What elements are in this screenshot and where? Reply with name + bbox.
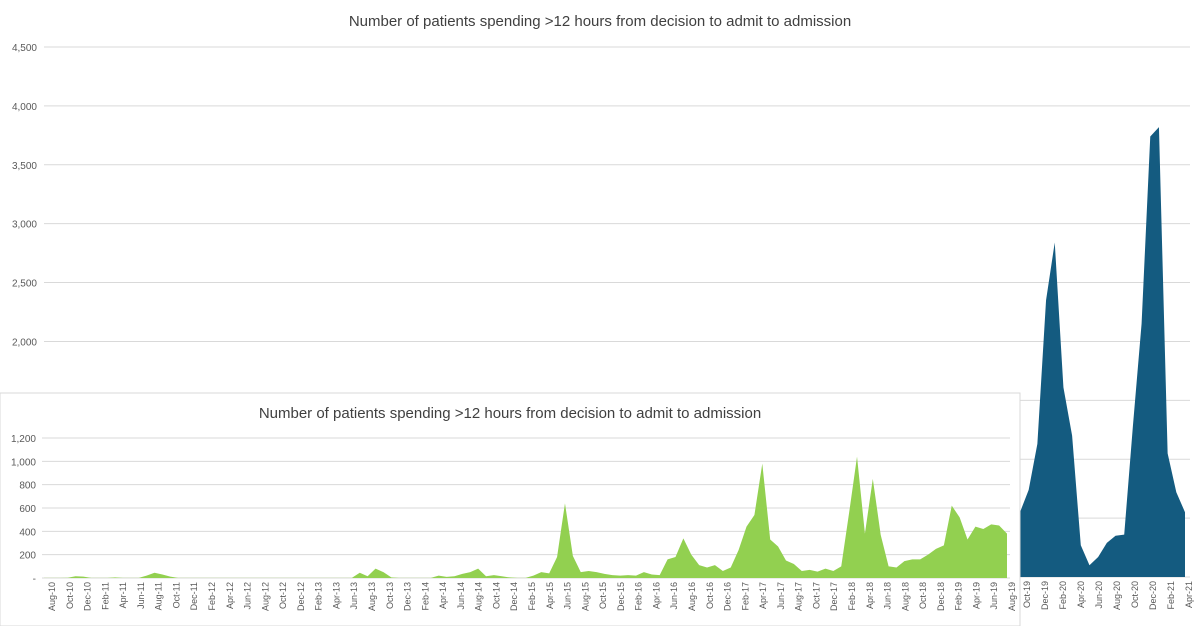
inset-chart-y-axis: - 200 400 600 800 1,000 1,200	[11, 434, 36, 585]
inset-x-tick-label: Oct-18	[918, 582, 928, 609]
inset-x-tick-label: Aug-10	[47, 582, 57, 611]
inset-x-tick-label: Feb-13	[314, 582, 324, 611]
inset-x-tick-label: Dec-18	[936, 582, 946, 611]
inset-area	[44, 456, 1007, 578]
inset-chart-x-axis: Aug-10 Oct-10 Dec-10 Feb-11 Apr-11 Jun-11 Aug-…	[47, 582, 1017, 611]
inset-x-tick-label: Aug-12	[260, 582, 270, 611]
inset-x-tick-label: Oct-16	[705, 582, 715, 609]
big-x-tick-label: Feb-20	[1058, 581, 1068, 610]
inset-x-tick-label: Aug-16	[687, 582, 697, 611]
inset-x-tick-label: Apr-15	[545, 582, 555, 609]
inset-x-tick-label: Oct-13	[385, 582, 395, 609]
inset-x-tick-label: Aug-15	[580, 582, 590, 611]
inset-x-tick-label: Jun-11	[136, 582, 146, 609]
inset-x-tick-label: Aug-13	[367, 582, 377, 611]
inset-x-tick-label: Oct-12	[278, 582, 288, 609]
inset-x-tick-label: Aug-19	[1007, 582, 1017, 611]
inset-x-tick-label: Apr-16	[651, 582, 661, 609]
inset-y-tick-label: 600	[19, 504, 36, 515]
big-chart-x-axis: Oct-19 Dec-19 Feb-20 Apr-20 Jun-20 Aug-20 Oct-…	[1022, 581, 1194, 610]
inset-x-tick-label: Jun-19	[989, 582, 999, 610]
big-y-tick-label: 2,000	[12, 337, 37, 348]
inset-x-tick-label: Feb-14	[420, 582, 430, 611]
inset-chart-title: Number of patients spending >12 hours fr…	[259, 405, 761, 422]
inset-x-tick-label: Feb-12	[207, 582, 217, 611]
inset-x-tick-label: Dec-15	[616, 582, 626, 611]
inset-x-tick-label: Dec-17	[829, 582, 839, 611]
inset-x-tick-label: Dec-13	[403, 582, 413, 611]
inset-x-tick-label: Jun-14	[456, 582, 466, 610]
inset-chart: Number of patients spending >12 hours fr…	[0, 392, 1021, 627]
big-y-tick-label: 3,000	[12, 220, 37, 231]
inset-x-tick-label: Apr-12	[225, 582, 235, 609]
inset-x-tick-label: Jun-15	[563, 582, 573, 610]
inset-x-tick-label: Dec-12	[296, 582, 306, 611]
big-chart-title: Number of patients spending >12 hours fr…	[349, 13, 851, 30]
inset-x-tick-label: Feb-15	[527, 582, 537, 611]
inset-x-tick-label: Jun-16	[669, 582, 679, 610]
inset-x-tick-label: Apr-18	[865, 582, 875, 609]
inset-x-tick-label: Aug-17	[794, 582, 804, 611]
inset-x-tick-label: Aug-11	[154, 582, 164, 610]
inset-x-tick-label: Dec-16	[723, 582, 733, 611]
inset-x-tick-label: Apr-14	[438, 582, 448, 609]
big-chart-series	[1020, 127, 1185, 577]
inset-x-tick-label: Apr-13	[331, 582, 341, 609]
big-x-tick-label: Oct-20	[1130, 581, 1140, 608]
inset-x-tick-label: Oct-14	[491, 582, 501, 609]
inset-x-tick-label: Jun-12	[243, 582, 253, 610]
big-x-tick-label: Apr-21	[1184, 581, 1194, 608]
inset-x-tick-label: Feb-19	[954, 582, 964, 611]
inset-x-tick-label: Feb-17	[740, 582, 750, 611]
inset-y-tick-label: 1,000	[11, 457, 36, 468]
big-x-tick-label: Apr-20	[1076, 581, 1086, 608]
inset-x-tick-label: Apr-17	[758, 582, 768, 609]
inset-y-tick-label: 1,200	[11, 434, 36, 445]
inset-x-tick-label: Apr-11	[118, 582, 128, 608]
inset-x-tick-label: Oct-11	[171, 582, 181, 608]
inset-y-tick-label: 400	[19, 527, 36, 538]
inset-x-tick-label: Aug-18	[900, 582, 910, 611]
big-x-tick-label: Dec-20	[1148, 581, 1158, 610]
inset-x-tick-label: Jun-17	[776, 582, 786, 610]
inset-y-tick-label: 800	[19, 481, 36, 492]
inset-x-tick-label: Jun-13	[349, 582, 359, 610]
inset-x-tick-label: Feb-18	[847, 582, 857, 611]
inset-chart-series	[44, 456, 1007, 578]
inset-y-tick-label: -	[33, 574, 36, 585]
big-x-tick-label: Feb-21	[1166, 581, 1176, 610]
inset-x-tick-label: Oct-17	[811, 582, 821, 609]
inset-x-tick-label: Jun-18	[883, 582, 893, 610]
inset-x-tick-label: Oct-15	[598, 582, 608, 609]
inset-x-tick-label: Feb-11	[100, 582, 110, 610]
big-x-tick-label: Jun-20	[1094, 581, 1104, 609]
big-y-tick-label: 2,500	[12, 279, 37, 290]
big-x-tick-label: Aug-20	[1112, 581, 1122, 610]
inset-x-tick-label: Dec-14	[509, 582, 519, 611]
inset-x-tick-label: Dec-11	[189, 582, 199, 610]
inset-x-tick-label: Dec-10	[83, 582, 93, 611]
inset-x-tick-label: Apr-19	[971, 582, 981, 609]
inset-x-tick-label: Oct-10	[65, 582, 75, 609]
big-area	[1020, 127, 1185, 577]
big-x-tick-label: Dec-19	[1040, 581, 1050, 610]
inset-x-tick-label: Aug-14	[474, 582, 484, 611]
big-y-tick-label: 3,500	[12, 161, 37, 172]
big-y-tick-label: 4,000	[12, 102, 37, 113]
big-y-tick-label: 4,500	[12, 43, 37, 54]
inset-x-tick-label: Feb-16	[634, 582, 644, 611]
inset-y-tick-label: 200	[19, 551, 36, 562]
big-x-tick-label: Oct-19	[1022, 581, 1032, 608]
